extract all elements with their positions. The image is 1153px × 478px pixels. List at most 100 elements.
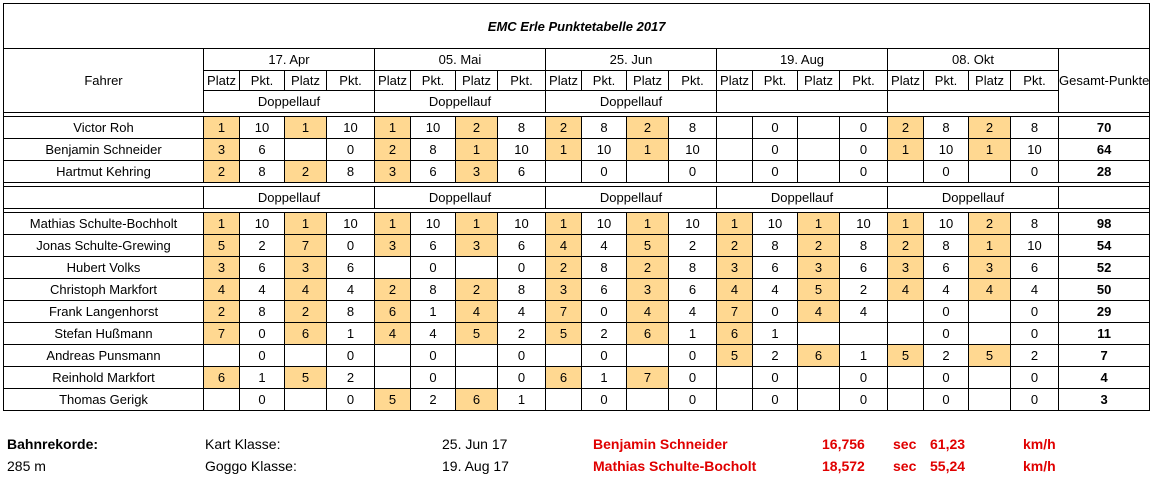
points-cell: 0 [839,388,888,411]
points-cell: 2 [581,322,627,345]
place-cell: 6 [545,366,582,389]
place-cell: 6 [455,388,498,411]
driver-name: Hubert Volks [3,256,204,279]
place-cell [968,322,1011,345]
points-cell: 0 [581,300,627,323]
points-cell: 4 [1010,278,1059,301]
table-row: Christoph Markfort 4 4 4 4 2 8 2 8 3 6 3 6 4 4 5 2 4 4 4 4 50 [3,278,1151,301]
points-cell: 6 [326,256,375,279]
place-cell: 1 [797,212,840,235]
points-cell: 10 [581,212,627,235]
points-cell: 1 [581,366,627,389]
place-cell: 4 [374,322,411,345]
place-cell [374,256,411,279]
driver-name: Andreas Punsmann [3,344,204,367]
empty-cell [1057,186,1151,209]
points-cell: 8 [239,160,285,183]
place-cell [716,160,753,183]
pkt-header: Pkt. [497,70,546,91]
platz-header: Platz [797,70,840,91]
points-cell: 0 [923,366,969,389]
points-cell: 8 [497,278,546,301]
total-points: 11 [1057,322,1151,345]
doppellauf-label: Doppellauf [203,90,375,113]
points-cell: 0 [239,344,285,367]
place-cell: 3 [374,234,411,257]
place-cell: 7 [203,322,240,345]
place-cell: 2 [626,256,669,279]
points-cell: 8 [668,256,717,279]
points-cell: 0 [668,366,717,389]
points-cell: 0 [581,160,627,183]
place-cell: 1 [887,138,924,161]
points-cell: 6 [839,256,888,279]
place-cell: 1 [203,212,240,235]
points-cell: 8 [839,234,888,257]
points-cell: 2 [839,278,888,301]
total-points: 29 [1057,300,1151,323]
empty-cell [716,90,888,113]
place-cell: 1 [455,138,498,161]
place-cell: 5 [797,278,840,301]
place-cell [374,344,411,367]
place-cell: 1 [545,138,582,161]
doppellauf-label: Doppellauf [716,186,888,209]
points-cell: 6 [239,256,285,279]
place-cell: 3 [203,138,240,161]
place-cell [887,300,924,323]
place-cell [968,366,1011,389]
total-points: 64 [1057,138,1151,161]
points-cell: 10 [668,138,717,161]
points-cell: 10 [1010,138,1059,161]
place-cell: 6 [797,344,840,367]
place-cell: 1 [968,138,1011,161]
place-cell: 1 [887,212,924,235]
pkt-header: Pkt. [923,70,969,91]
doppellauf-row: Doppellauf Doppellauf Doppellauf Doppellauf… [3,186,1151,209]
place-cell: 4 [455,300,498,323]
points-cell: 0 [839,138,888,161]
place-cell: 7 [284,234,327,257]
place-cell: 2 [887,234,924,257]
doppellauf-label: Doppellauf [887,186,1059,209]
place-cell: 5 [626,234,669,257]
place-cell: 5 [545,322,582,345]
driver-name: Victor Roh [3,116,204,139]
place-cell [797,388,840,411]
points-cell: 0 [1010,160,1059,183]
points-cell: 8 [1010,212,1059,235]
platz-header: Platz [545,70,582,91]
points-cell: 0 [923,300,969,323]
points-cell: 6 [668,278,717,301]
place-cell: 4 [203,278,240,301]
platz-header: Platz [968,70,1011,91]
points-cell: 2 [752,344,798,367]
place-cell: 1 [545,212,582,235]
place-cell: 5 [887,344,924,367]
record-time-unit: sec [893,458,917,474]
table-row: Thomas Gerigk 0 0 5 2 6 1 0 0 0 0 0 0 3 [3,388,1151,411]
points-cell: 1 [410,300,456,323]
place-cell [203,388,240,411]
points-cell: 0 [839,366,888,389]
table-row: Andreas Punsmann 0 0 0 0 0 0 5 2 6 1 5 2 5 2 7 [3,344,1151,367]
points-cell: 10 [497,212,546,235]
pkt-header: Pkt. [668,70,717,91]
points-cell: 0 [668,160,717,183]
place-cell: 2 [887,116,924,139]
points-cell: 10 [239,116,285,139]
points-cell: 10 [923,212,969,235]
points-cell: 0 [752,366,798,389]
points-cell: 0 [1010,300,1059,323]
place-cell: 2 [374,138,411,161]
place-cell [545,388,582,411]
table-row: Stefan Hußmann 7 0 6 1 4 4 5 2 5 2 6 1 6 1 0 0 11 [3,322,1151,345]
points-cell: 6 [497,160,546,183]
pkt-header: Pkt. [326,70,375,91]
total-points: 54 [1057,234,1151,257]
points-cell: 4 [668,300,717,323]
points-cell: 8 [410,278,456,301]
place-cell: 5 [455,322,498,345]
driver-name: Mathias Schulte-Bochholt [3,212,204,235]
points-cell [839,322,888,345]
